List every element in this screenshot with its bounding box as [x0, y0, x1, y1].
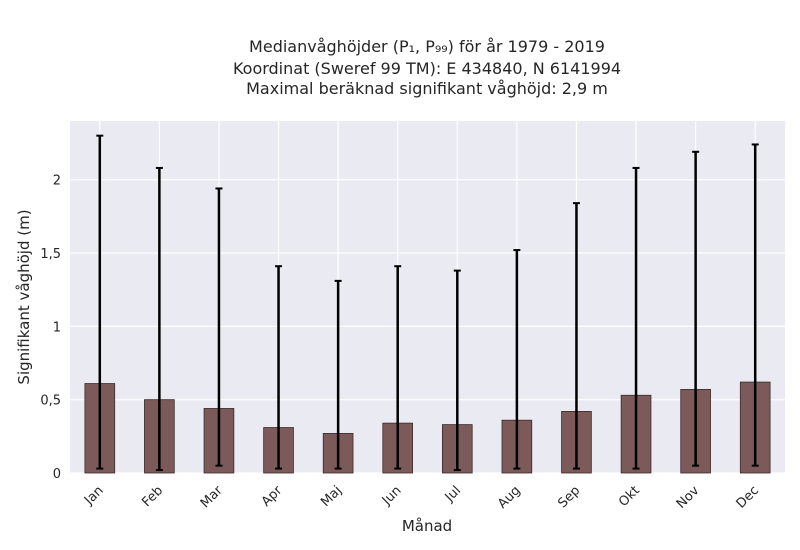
chart-title-line-2: Koordinat (Sweref 99 TM): E 434840, N 61…	[233, 59, 621, 78]
error-bar-dec	[751, 143, 759, 467]
error-bar-mar	[215, 187, 223, 467]
chart-title-line-1: Medianvåghöjder (P₁, P₉₉) för år 1979 - …	[249, 37, 605, 56]
error-bar-nov	[692, 150, 700, 467]
error-bar-jan	[96, 134, 104, 470]
error-bar-sep	[572, 202, 580, 470]
y-axis-label: Signifikant våghöjd (m)	[15, 209, 33, 384]
x-tick-label: Dec	[734, 483, 762, 511]
x-tick-label: Aug	[495, 483, 524, 512]
x-tick-label: Sep	[555, 483, 583, 511]
x-tick-label: Okt	[616, 483, 643, 510]
x-axis-ticks: Jan Feb Mar Apr Maj Jun Jul Aug Sep Okt Nov Dec	[81, 483, 762, 512]
x-tick-label: Nov	[674, 483, 703, 512]
error-bar-jun	[394, 265, 402, 470]
x-tick-label: Mar	[198, 483, 226, 511]
x-tick-label: Jul	[442, 483, 464, 505]
error-bar-jul	[453, 269, 461, 472]
error-bar-feb	[155, 166, 163, 472]
error-bar-maj	[334, 279, 342, 470]
x-tick-label: Jan	[81, 483, 106, 508]
y-tick-label: 0,5	[40, 394, 61, 409]
error-bar-okt	[632, 166, 640, 470]
error-bar-aug	[513, 249, 521, 470]
y-tick-label: 1	[53, 320, 61, 335]
x-tick-label: Maj	[318, 483, 345, 510]
y-tick-label: 2	[53, 174, 61, 189]
x-tick-label: Feb	[139, 483, 166, 510]
x-tick-label: Jun	[379, 483, 405, 509]
error-bars	[96, 134, 759, 472]
x-axis-label: Månad	[402, 517, 452, 535]
y-tick-label: 1,5	[40, 247, 61, 262]
y-tick-label: 0	[53, 467, 61, 482]
error-bar-apr	[275, 265, 283, 470]
x-tick-label: Apr	[259, 483, 286, 510]
plot-area	[70, 121, 785, 473]
y-axis-ticks: 0 0,5 1 1,5 2	[40, 174, 61, 482]
chart-title-line-3: Maximal beräknad signifikant våghöjd: 2,…	[246, 79, 608, 98]
